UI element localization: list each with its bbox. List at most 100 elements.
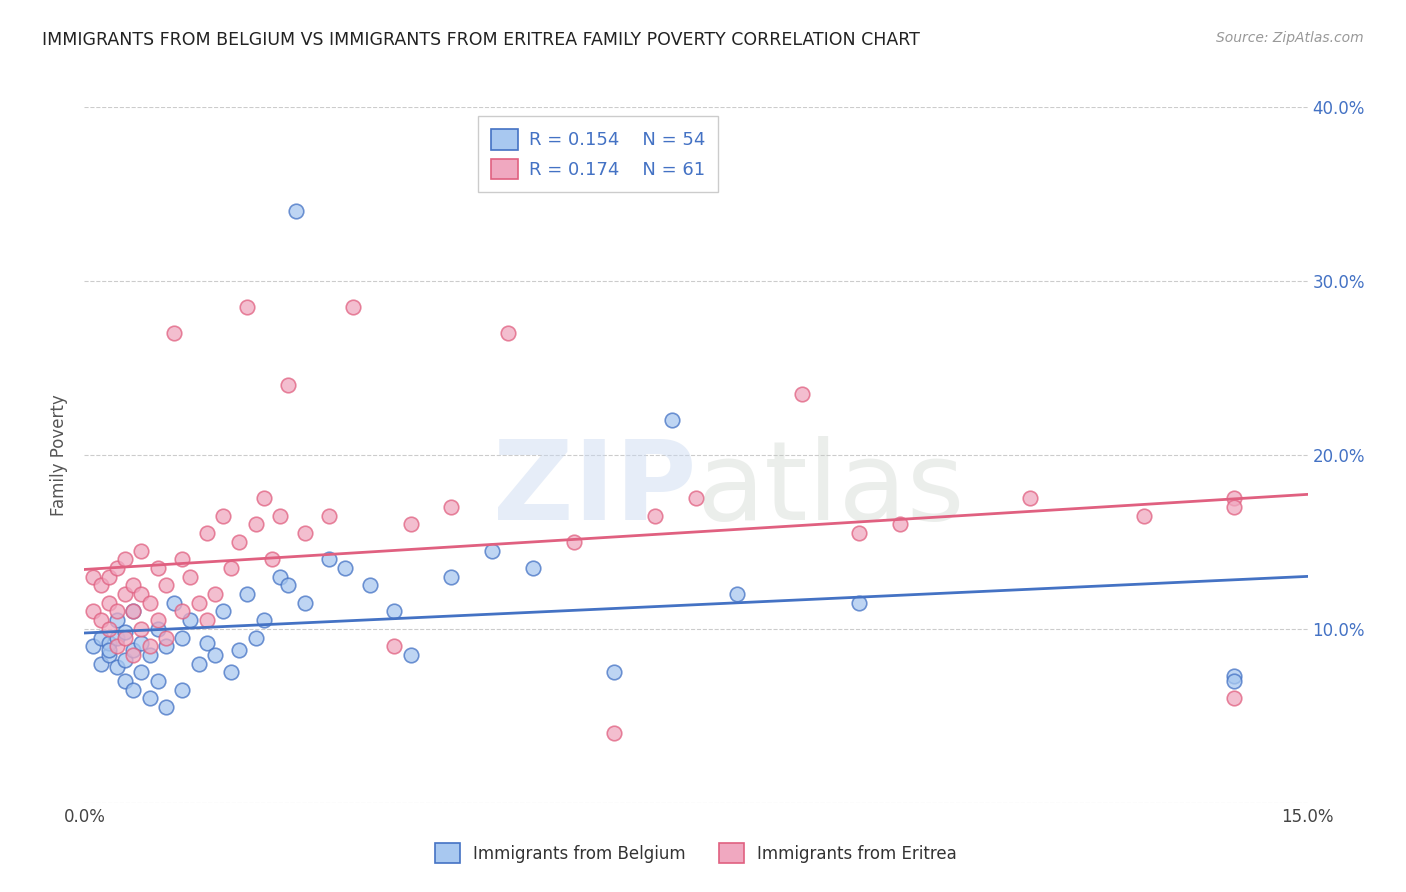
Point (105, 631, 128, 645)
Point (155, 578, 177, 592)
Point (114, 631, 136, 645)
Point (260, 552, 283, 566)
Point (269, 508, 291, 523)
Point (131, 587, 153, 601)
Point (644, 508, 666, 523)
Point (440, 570, 463, 584)
Point (90, 613, 112, 627)
Point (399, 648, 422, 662)
Point (236, 587, 259, 601)
Point (1223, 500, 1246, 514)
Point (105, 561, 128, 575)
Point (603, 726, 626, 740)
Text: atlas: atlas (696, 436, 965, 543)
Point (889, 517, 911, 532)
Point (318, 552, 340, 566)
Point (105, 605, 128, 619)
Point (277, 578, 299, 592)
Point (138, 691, 160, 706)
Point (146, 674, 169, 689)
Point (522, 561, 544, 575)
Point (236, 300, 259, 314)
Point (105, 639, 128, 653)
Point (172, 682, 194, 697)
Point (114, 587, 136, 601)
Point (245, 631, 267, 645)
Text: IMMIGRANTS FROM BELGIUM VS IMMIGRANTS FROM ERITREA FAMILY POVERTY CORRELATION CH: IMMIGRANTS FROM BELGIUM VS IMMIGRANTS FR… (42, 31, 920, 49)
Point (179, 570, 201, 584)
Point (97, 570, 120, 584)
Point (498, 326, 520, 340)
Point (114, 653, 136, 667)
Point (122, 648, 145, 662)
Point (105, 613, 128, 627)
Point (399, 517, 422, 532)
Point (212, 605, 235, 619)
Point (90, 631, 112, 645)
Legend: Immigrants from Belgium, Immigrants from Eritrea: Immigrants from Belgium, Immigrants from… (426, 835, 966, 871)
Point (269, 570, 291, 584)
Point (277, 378, 299, 392)
Point (685, 491, 707, 506)
Point (382, 605, 405, 619)
Point (97, 636, 120, 650)
Point (138, 639, 160, 653)
Point (1223, 669, 1246, 683)
Point (219, 665, 242, 680)
Point (122, 578, 145, 592)
Point (114, 625, 136, 640)
Point (848, 596, 870, 610)
Point (138, 648, 160, 662)
Point (318, 508, 340, 523)
Text: ZIP: ZIP (492, 436, 696, 543)
Point (245, 517, 267, 532)
Point (97, 648, 120, 662)
Point (342, 300, 364, 314)
Point (187, 596, 209, 610)
Point (97, 642, 120, 657)
Point (661, 413, 683, 427)
Point (285, 204, 308, 219)
Point (131, 636, 153, 650)
Point (172, 605, 194, 619)
Point (155, 700, 177, 714)
Point (562, 534, 585, 549)
Point (122, 642, 145, 657)
Point (1019, 491, 1042, 506)
Point (219, 561, 242, 575)
Point (195, 526, 218, 541)
Point (204, 587, 226, 601)
Point (146, 613, 169, 627)
Point (294, 596, 316, 610)
Point (82, 570, 104, 584)
Point (204, 648, 226, 662)
Point (122, 605, 145, 619)
Text: Source: ZipAtlas.com: Source: ZipAtlas.com (1216, 31, 1364, 45)
Point (481, 543, 503, 558)
Point (138, 596, 160, 610)
Point (90, 657, 112, 671)
Point (131, 665, 153, 680)
Point (114, 674, 136, 689)
Point (179, 613, 201, 627)
Point (82, 639, 104, 653)
Point (82, 605, 104, 619)
Point (122, 605, 145, 619)
Point (335, 561, 357, 575)
Point (131, 622, 153, 636)
Point (212, 508, 235, 523)
Point (131, 543, 153, 558)
Point (172, 552, 194, 566)
Point (155, 639, 177, 653)
Point (1223, 691, 1246, 706)
Point (163, 596, 186, 610)
Point (253, 491, 276, 506)
Point (382, 639, 405, 653)
Point (228, 534, 250, 549)
Y-axis label: Family Poverty: Family Poverty (51, 394, 69, 516)
Point (294, 526, 316, 541)
Point (603, 665, 626, 680)
Point (1133, 508, 1156, 523)
Point (790, 387, 813, 401)
Point (172, 631, 194, 645)
